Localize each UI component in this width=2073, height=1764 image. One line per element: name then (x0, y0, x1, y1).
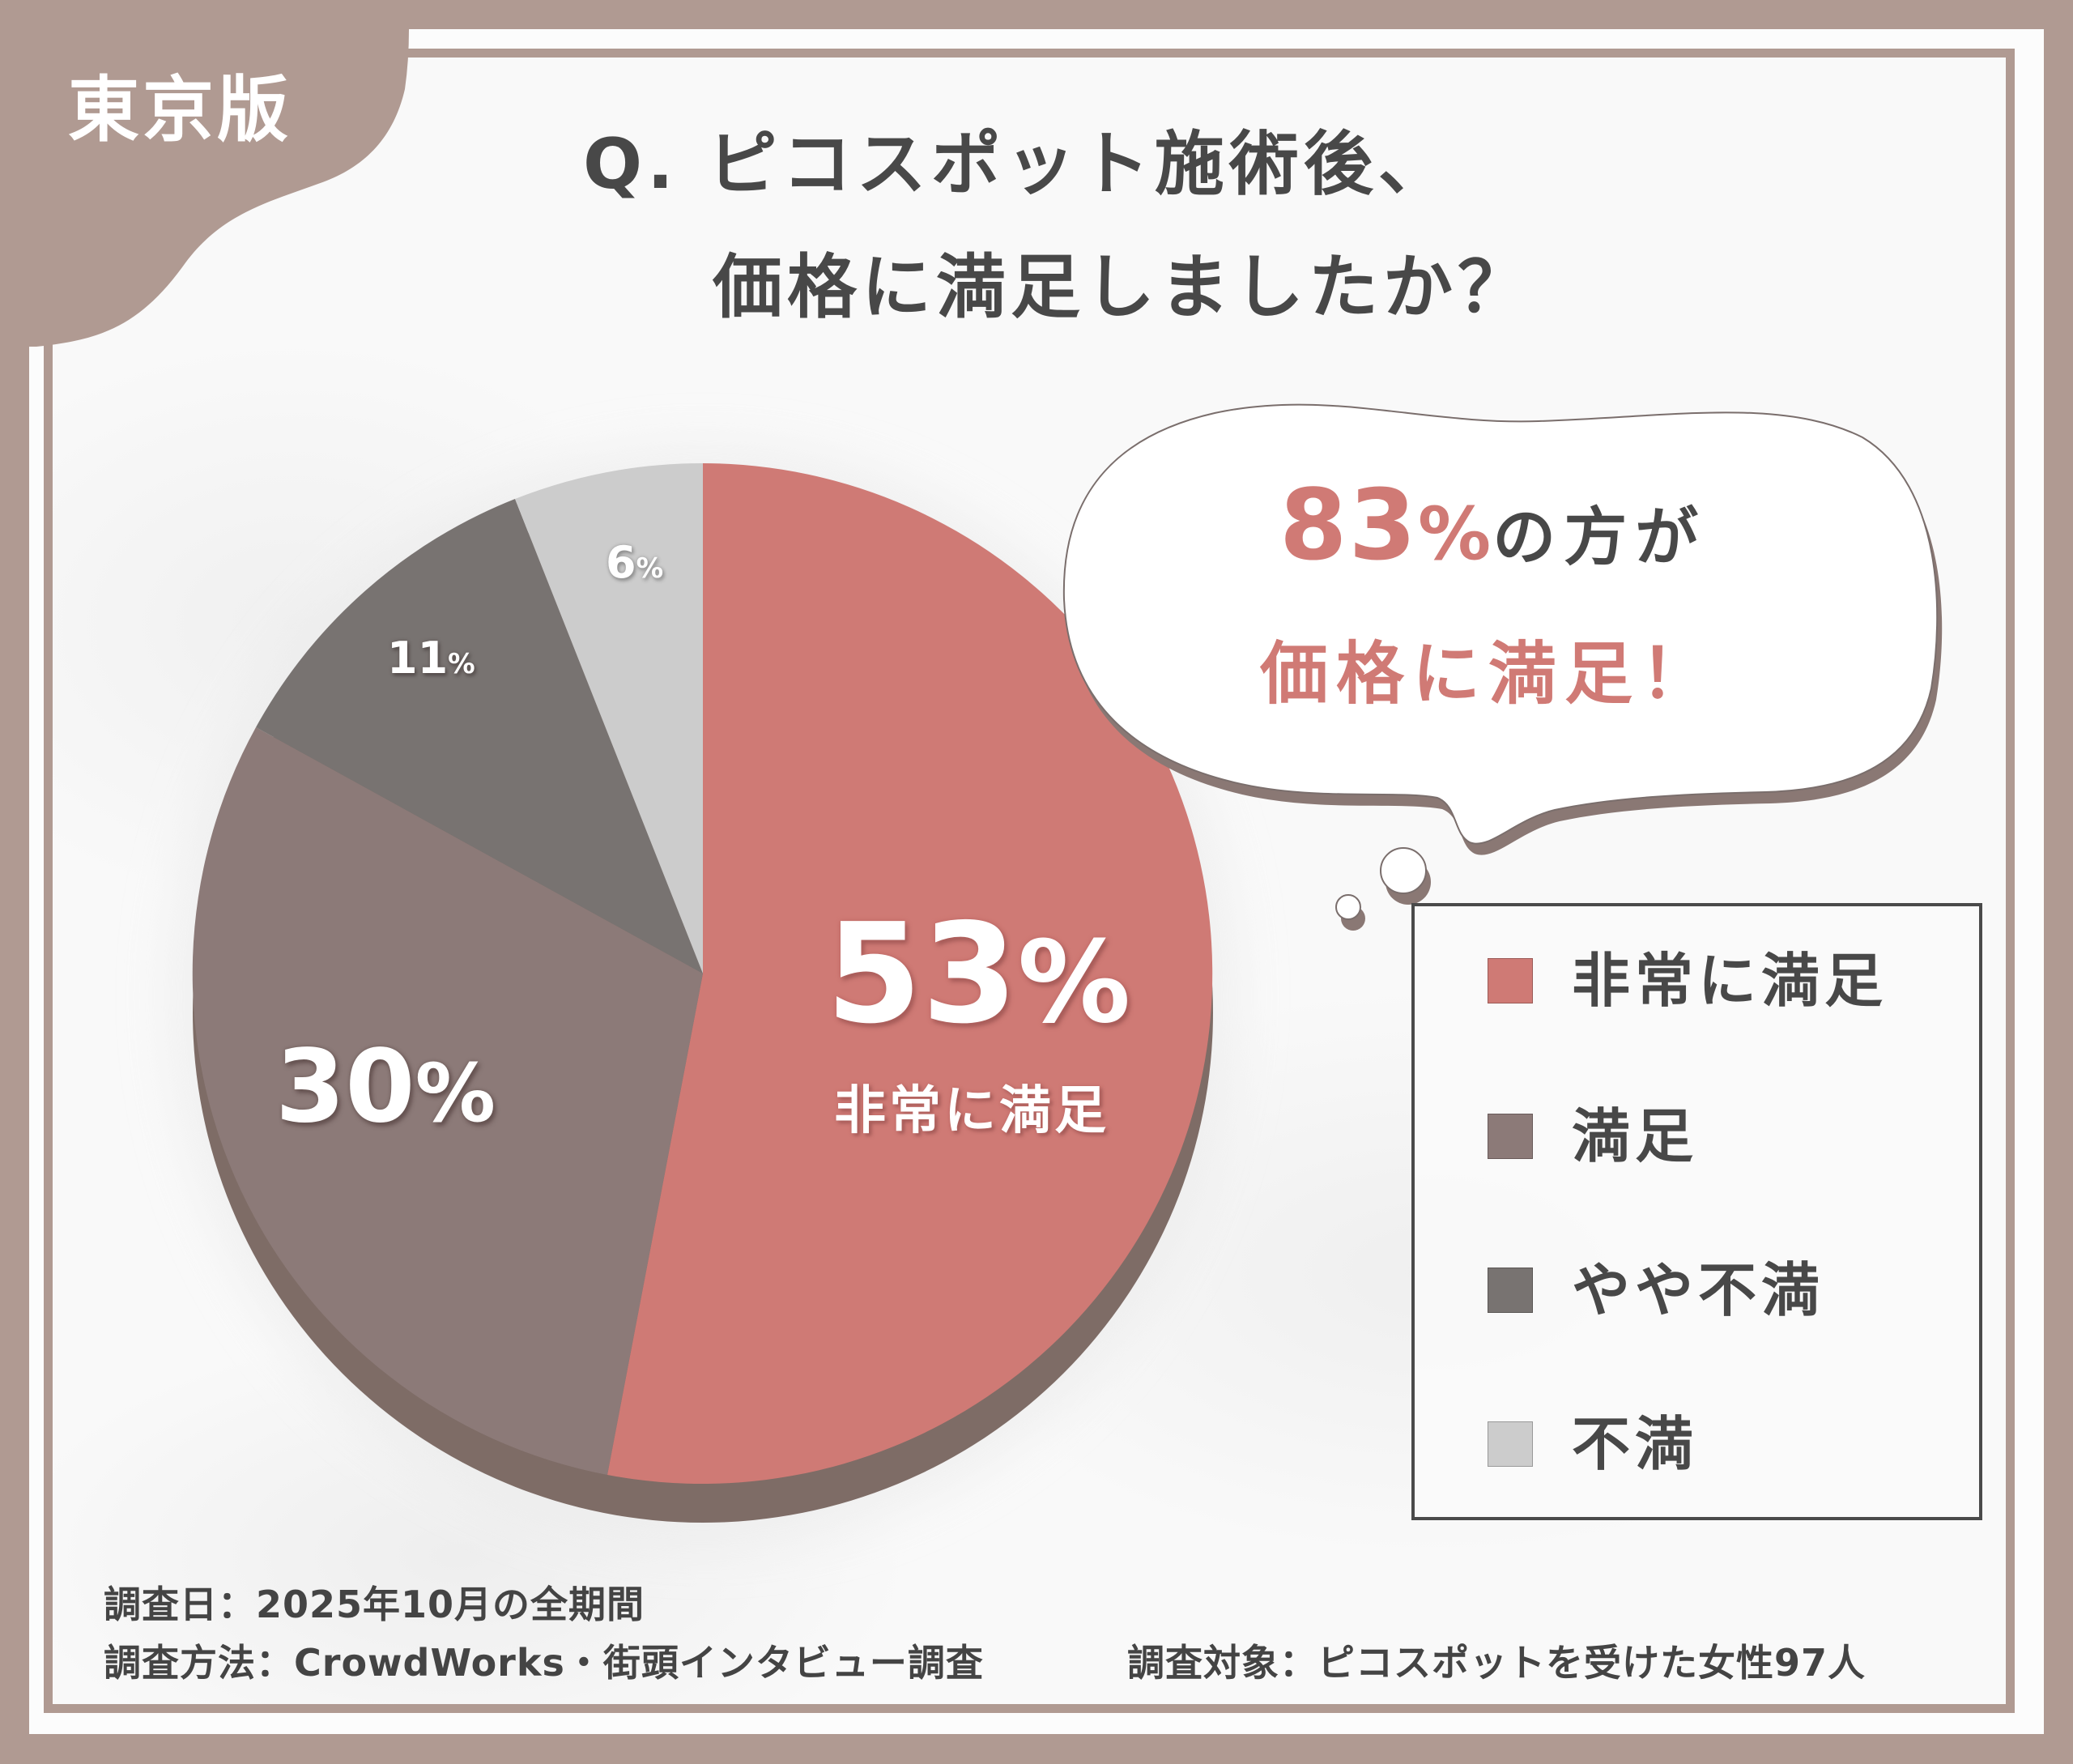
survey-date: 調査日：2025年10月の全期間 (104, 1583, 645, 1626)
legend-label: 満足 (1572, 1102, 1699, 1170)
corner-decoration (0, 0, 409, 347)
legend-item-satisfied: 満足 (1488, 1107, 1698, 1165)
legend-label: やや不満 (1572, 1256, 1825, 1324)
legend-swatch (1488, 1114, 1533, 1159)
legend-item-very-satisfied: 非常に満足 (1488, 952, 1888, 1010)
legend-swatch (1488, 1268, 1533, 1313)
label-11-percent: 11% (387, 633, 475, 684)
slice-somewhat-dissatisfied[interactable] (256, 499, 703, 974)
bubble-dot-small (1335, 894, 1361, 920)
legend: 非常に満足 満足 やや不満 不満 (1411, 903, 1982, 1520)
legend-swatch (1488, 1421, 1533, 1467)
callout-line1: 83%の方が (1279, 478, 1706, 575)
legend-item-dissatisfied: 不満 (1488, 1415, 1698, 1473)
label-53-percent: 53% (826, 894, 1131, 1055)
survey-method: 調査方法：CrowdWorks・街頭インタビュー調査 (104, 1641, 984, 1685)
callout-line2: 価格に満足！ (1260, 634, 1718, 714)
question-title-line2: 価格に満足しましたか？ (713, 247, 1532, 328)
slice-very-satisfied[interactable] (607, 463, 1213, 1484)
bubble-dot-large (1380, 847, 1427, 894)
callout-percent: 83% (1279, 470, 1493, 582)
survey-target: 調査対象：ピコスポットを受けた女性97人 (1127, 1641, 1867, 1685)
bubble-body (1062, 403, 1939, 845)
slice-satisfied[interactable] (192, 727, 704, 1475)
legend-item-somewhat-dissatisfied: やや不満 (1488, 1261, 1824, 1319)
label-6-percent: 6% (606, 537, 664, 588)
label-30-percent: 30% (275, 1029, 496, 1145)
slice-dissatisfied[interactable] (515, 462, 703, 974)
legend-swatch (1488, 958, 1533, 1003)
legend-label: 不満 (1572, 1410, 1699, 1478)
callout-rest: の方が (1492, 501, 1707, 574)
legend-label: 非常に満足 (1572, 947, 1888, 1015)
label-very-satisfied-caption: 非常に満足 (834, 1081, 1109, 1141)
region-badge: 東京版 (68, 68, 292, 151)
question-title-line1: Q. ピコスポット施術後、 (583, 124, 1453, 205)
